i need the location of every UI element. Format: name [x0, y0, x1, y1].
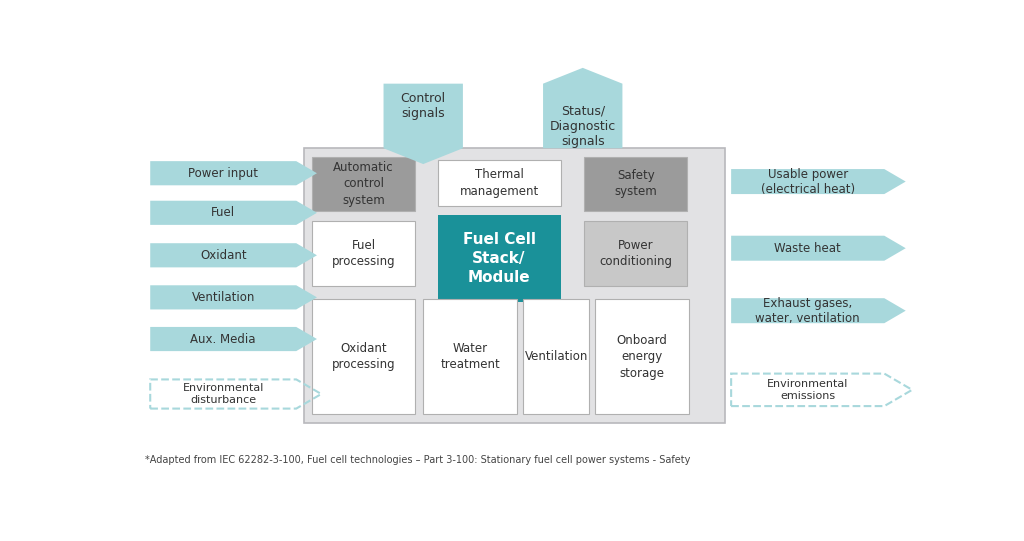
Text: Fuel: Fuel [211, 206, 236, 219]
Text: Power input: Power input [188, 167, 258, 180]
Text: Automatic
control
system: Automatic control system [334, 161, 394, 207]
Polygon shape [151, 201, 317, 225]
Polygon shape [731, 298, 905, 323]
FancyBboxPatch shape [437, 215, 560, 302]
Text: Fuel
processing: Fuel processing [332, 239, 395, 268]
Polygon shape [384, 84, 463, 164]
Polygon shape [151, 285, 317, 309]
FancyBboxPatch shape [312, 156, 416, 210]
Text: Aux. Media: Aux. Media [190, 333, 256, 346]
FancyBboxPatch shape [312, 221, 416, 286]
Polygon shape [151, 327, 317, 351]
Text: Ventilation: Ventilation [524, 350, 588, 363]
Text: Onboard
energy
storage: Onboard energy storage [616, 334, 668, 380]
Text: Water
treatment: Water treatment [440, 342, 500, 372]
Polygon shape [731, 236, 905, 261]
Text: Safety
system: Safety system [614, 169, 657, 199]
Text: Environmental
disturbance: Environmental disturbance [182, 383, 264, 405]
Text: Oxidant: Oxidant [200, 249, 247, 262]
Text: Thermal
management: Thermal management [460, 168, 539, 197]
Text: Usable power
(electrical heat): Usable power (electrical heat) [761, 168, 855, 195]
Polygon shape [151, 243, 317, 267]
Text: Status/
Diagnostic
signals: Status/ Diagnostic signals [550, 105, 615, 148]
FancyBboxPatch shape [437, 160, 560, 206]
FancyBboxPatch shape [423, 300, 517, 414]
Text: Power
conditioning: Power conditioning [599, 239, 673, 268]
Text: Waste heat: Waste heat [774, 242, 841, 255]
FancyBboxPatch shape [304, 148, 725, 423]
Polygon shape [151, 161, 317, 186]
Polygon shape [543, 68, 623, 148]
FancyBboxPatch shape [312, 300, 416, 414]
Text: Exhaust gases,
water, ventilation: Exhaust gases, water, ventilation [756, 296, 860, 325]
Text: Oxidant
processing: Oxidant processing [332, 342, 395, 372]
Text: Fuel Cell
Stack/
Module: Fuel Cell Stack/ Module [463, 232, 536, 285]
Polygon shape [731, 169, 905, 194]
Text: Environmental
emissions: Environmental emissions [767, 379, 849, 401]
Text: *Adapted from IEC 62282-3-100, Fuel cell technologies – Part 3-100: Stationary f: *Adapted from IEC 62282-3-100, Fuel cell… [145, 455, 691, 465]
FancyBboxPatch shape [585, 221, 687, 286]
FancyBboxPatch shape [585, 156, 687, 210]
Text: Control
signals: Control signals [400, 91, 445, 120]
Text: Ventilation: Ventilation [191, 291, 255, 304]
FancyBboxPatch shape [523, 300, 589, 414]
FancyBboxPatch shape [595, 300, 689, 414]
